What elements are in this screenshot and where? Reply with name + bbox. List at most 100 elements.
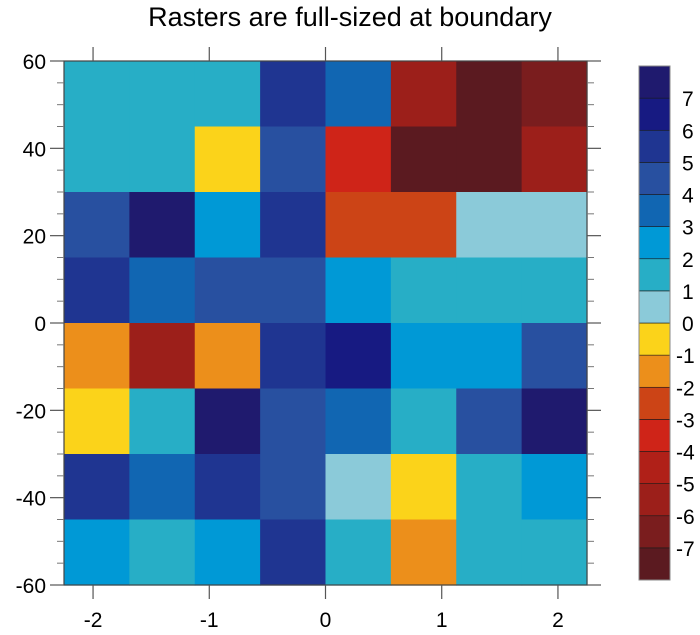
raster-cell (64, 126, 130, 193)
raster-cell (325, 126, 392, 193)
raster-cell (64, 323, 130, 390)
colorbar-label: 2 (682, 249, 694, 272)
colorbar: -7 -6 -5 -4 -3 -2 -1 0 1 2 3 4 5 6 7 (638, 65, 695, 581)
raster-cell (521, 61, 588, 128)
raster-cell (260, 323, 327, 390)
x-tick-label: 1 (436, 609, 448, 632)
raster-cell (129, 323, 196, 390)
raster-cell (194, 519, 261, 586)
colorbar-label: -1 (676, 345, 695, 368)
raster-cell (325, 61, 392, 128)
raster-cell (456, 192, 523, 259)
raster-cell (521, 388, 588, 455)
raster-cell (194, 454, 261, 521)
raster-cell (390, 519, 457, 586)
raster-cell (194, 388, 261, 455)
raster-cell (129, 257, 196, 324)
raster-cell (521, 257, 588, 324)
colorbar-label: 6 (682, 120, 694, 143)
raster-cell (521, 126, 588, 193)
colorbar-label: 5 (682, 152, 694, 175)
raster-cell (456, 257, 523, 324)
colorbar-swatch (638, 419, 671, 452)
y-tick-label: 60 (23, 51, 46, 74)
raster-cell (129, 388, 196, 455)
raster-cell (129, 61, 196, 128)
raster-cell (194, 126, 261, 193)
colorbar-label: 7 (682, 88, 694, 111)
raster-cell (390, 388, 457, 455)
y-tick-label: -20 (16, 400, 46, 423)
y-tick-label: -40 (16, 488, 46, 511)
raster-cell (129, 192, 196, 259)
colorbar-swatch (638, 162, 671, 195)
colorbar-swatch (638, 515, 671, 549)
colorbar-label: -4 (676, 442, 695, 465)
colorbar-swatch (638, 258, 671, 292)
chart-title: Rasters are full-sized at boundary (148, 2, 552, 32)
y-tick-label: 40 (23, 138, 46, 161)
colorbar-swatch (638, 129, 671, 163)
colorbar-label: -5 (676, 474, 695, 497)
raster-cell (325, 323, 392, 390)
raster-cell (194, 323, 261, 390)
raster-cell (521, 454, 588, 521)
colorbar-label: 4 (682, 185, 694, 208)
raster-cell (325, 192, 392, 259)
raster-cell (260, 192, 327, 259)
colorbar-swatch (638, 194, 671, 227)
colorbar-swatch (638, 451, 671, 484)
colorbar-label: -6 (676, 506, 695, 529)
raster-cell (521, 323, 588, 390)
colorbar-swatch (638, 483, 671, 517)
x-tick-label: 2 (552, 609, 564, 632)
raster-cell (260, 61, 327, 128)
raster-cell (194, 61, 261, 128)
raster-cell (64, 388, 130, 455)
raster-cell (521, 519, 588, 586)
raster-cell (390, 61, 457, 128)
raster-cell (64, 454, 130, 521)
colorbar-label: -3 (676, 409, 695, 432)
raster-cell (325, 519, 392, 586)
x-tick-label: -2 (84, 609, 103, 632)
raster-cell (129, 126, 196, 193)
raster-cell (64, 61, 130, 128)
raster-cell (194, 192, 261, 259)
colorbar-swatch (638, 97, 671, 131)
raster-cell (260, 257, 327, 324)
raster-cell (456, 126, 523, 193)
raster-cell (325, 454, 392, 521)
raster-cell (194, 257, 261, 324)
colorbar-label: -2 (676, 377, 695, 400)
colorbar-swatch (638, 322, 671, 356)
y-tick-label: 0 (34, 313, 46, 336)
raster-cell (64, 192, 130, 259)
colorbar-swatch (638, 290, 671, 324)
raster-cell (456, 61, 523, 128)
colorbar-frame (638, 65, 671, 581)
raster-cell (456, 454, 523, 521)
colorbar-swatch (638, 354, 671, 388)
colorbar-swatch (638, 65, 671, 99)
x-tick-label: -1 (200, 609, 219, 632)
raster-cell (64, 257, 130, 324)
y-tick-label: -60 (16, 575, 46, 598)
raster-cell (521, 192, 588, 259)
raster-cell (129, 519, 196, 586)
colorbar-swatch (638, 547, 671, 581)
raster-cell (390, 454, 457, 521)
raster-cell (260, 519, 327, 586)
raster-cell (260, 454, 327, 521)
raster-cell (390, 257, 457, 324)
colorbar-label: 0 (682, 313, 694, 336)
raster-cell (64, 519, 130, 586)
raster-cell (325, 257, 392, 324)
colorbar-label: -7 (676, 538, 695, 561)
colorbar-label: 1 (682, 281, 694, 304)
raster-cells (64, 61, 588, 586)
colorbar-label: 3 (682, 217, 694, 240)
raster-cell (260, 388, 327, 455)
raster-cell (456, 323, 523, 390)
